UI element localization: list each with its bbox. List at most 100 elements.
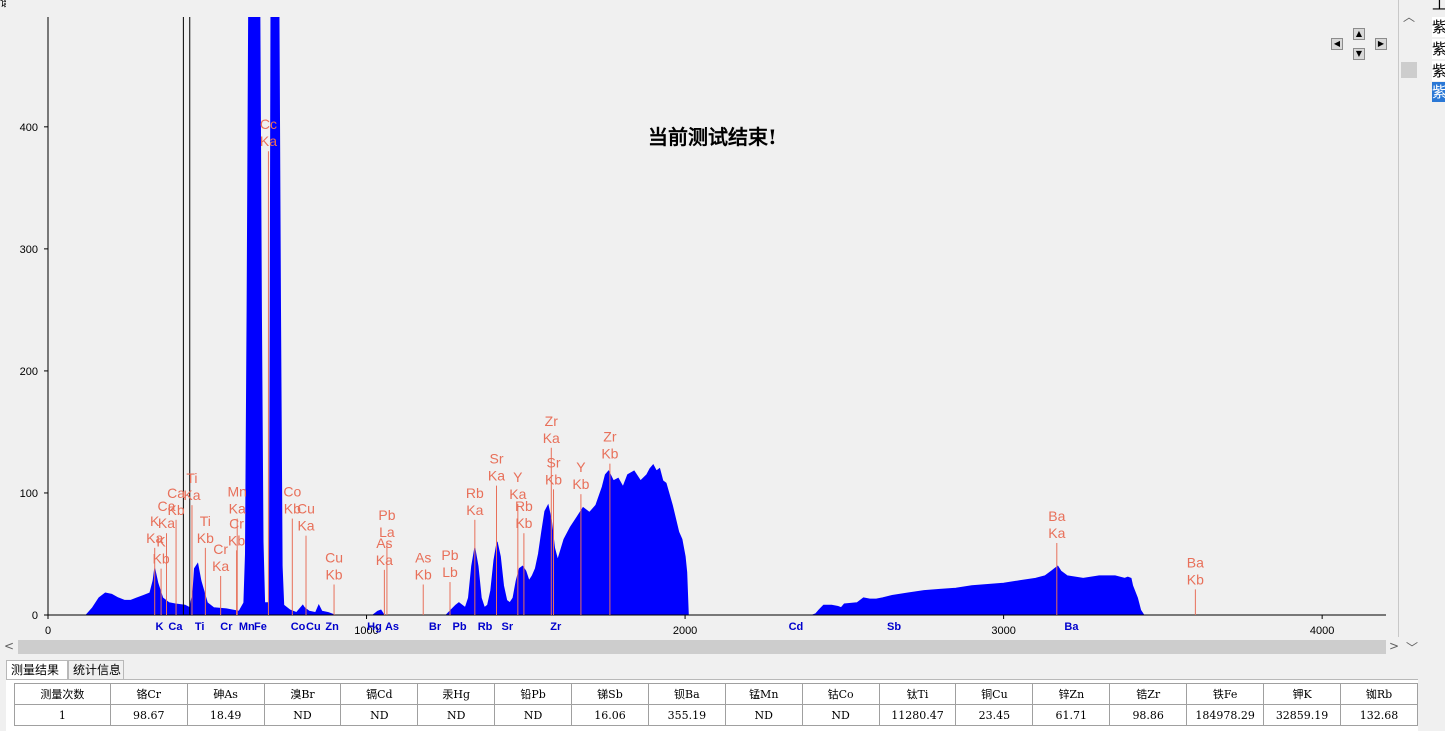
element-tick-label: Rb: [478, 621, 493, 633]
column-header[interactable]: 锑Sb: [571, 683, 649, 705]
column-header[interactable]: 铷Rb: [1340, 683, 1418, 705]
status-message: 当前测试结束!: [648, 125, 777, 149]
peak-label: Lb: [442, 564, 458, 580]
peak-label: K: [156, 534, 166, 550]
peak-label: Ti: [200, 513, 211, 529]
table-cell: 355.19: [647, 704, 726, 726]
table-cell: 32859.19: [1263, 704, 1342, 726]
peak-label: Co: [283, 484, 301, 500]
pan-right-button[interactable]: ▶: [1375, 38, 1387, 50]
peak-label: Kb: [1187, 571, 1204, 587]
element-tick-label: Hg: [367, 621, 382, 633]
element-tick-label: Cr: [220, 621, 233, 633]
element-tick-label: Zr: [550, 621, 562, 633]
column-header[interactable]: 锆Zr: [1109, 683, 1188, 705]
peak-label: Rb: [466, 485, 484, 501]
column-header[interactable]: 测量次数: [14, 683, 111, 705]
scroll-up-icon[interactable]: ︿: [1403, 10, 1416, 24]
element-tick-label: Ca: [168, 621, 183, 633]
column-header[interactable]: 铬Cr: [109, 683, 188, 705]
column-header[interactable]: 砷As: [186, 683, 265, 705]
peak-label: Kb: [284, 501, 301, 517]
tab-statistics[interactable]: 统计信息: [68, 660, 124, 679]
column-header[interactable]: 汞Hg: [417, 683, 496, 705]
table-cell: ND: [801, 704, 880, 726]
horizontal-scroll-thumb[interactable]: [18, 640, 1386, 654]
peak-label: Kb: [325, 566, 342, 582]
element-tick-label: Mn: [239, 621, 255, 633]
scroll-left-icon[interactable]: <: [4, 639, 15, 653]
peak-label: Ka: [466, 502, 483, 518]
table-cell: ND: [340, 704, 419, 726]
table-cell: 98.67: [109, 704, 188, 726]
column-header[interactable]: 钡Ba: [647, 683, 726, 705]
column-header[interactable]: 铁Fe: [1186, 683, 1265, 705]
vertical-scrollbar[interactable]: ︿: [1399, 0, 1419, 637]
right-panel-item-selected[interactable]: 紫: [1432, 82, 1445, 102]
column-header[interactable]: 锰Mn: [724, 683, 803, 705]
column-header[interactable]: 锌Zn: [1032, 683, 1111, 705]
column-header[interactable]: 溴Br: [263, 683, 342, 705]
x-tick-label: 0: [45, 625, 51, 637]
table-cell: 11280.47: [878, 704, 957, 726]
y-tick-label: 200: [20, 366, 38, 378]
element-tick-label: Cd: [789, 621, 804, 633]
element-tick-label: Pb: [453, 621, 467, 633]
peak-label: K: [150, 513, 160, 529]
peak-label: Kb: [153, 551, 170, 567]
table-cell: 23.45: [955, 704, 1034, 726]
table-cell: 61.71: [1032, 704, 1111, 726]
pan-left-button[interactable]: ◀: [1331, 38, 1343, 50]
peak-label: Ba: [1048, 508, 1065, 524]
table-row[interactable]: 1 98.67 18.49 ND ND ND ND 16.06 355.19 ND ND 11280.…: [14, 704, 1418, 726]
column-header[interactable]: 镉Cd: [340, 683, 419, 705]
peak-label: Ka: [488, 468, 505, 484]
peak-label: Ka: [146, 530, 163, 546]
chart-navigation-pad: ▲ ▼ ◀ ▶: [1330, 28, 1390, 64]
results-table: 测量次数 铬Cr 砷As 溴Br 镉Cd 汞Hg 铅Pb 锑Sb 钡Ba 锰Mn 钴Co 钛Ti 铜Cu…: [14, 683, 1418, 726]
table-cell: 184978.29: [1186, 704, 1265, 726]
peak-label: Rb: [515, 498, 533, 514]
column-header[interactable]: 钾K: [1263, 683, 1342, 705]
pan-up-button[interactable]: ▲: [1353, 28, 1365, 40]
column-header[interactable]: 铜Cu: [955, 683, 1034, 705]
element-tick-label: As: [385, 621, 399, 633]
table-cell: ND: [417, 704, 496, 726]
spectrum-area: [48, 17, 1354, 615]
peak-label: Ka: [260, 133, 277, 149]
table-cell: 18.49: [186, 704, 265, 726]
peak-label: Cr: [213, 541, 228, 557]
y-tick-label: 400: [20, 122, 38, 134]
right-panel-item[interactable]: 紫: [1432, 39, 1445, 59]
element-tick-label: Co: [291, 621, 306, 633]
pan-down-button[interactable]: ▼: [1353, 48, 1365, 60]
peak-label: Cc: [260, 116, 277, 132]
scroll-right-icon[interactable]: >: [1389, 639, 1400, 653]
column-header[interactable]: 钛Ti: [878, 683, 957, 705]
peak-label: Mn: [227, 484, 246, 500]
peak-label: Ka: [183, 487, 200, 503]
column-header[interactable]: 铅Pb: [494, 683, 573, 705]
column-header[interactable]: 钴Co: [801, 683, 880, 705]
scroll-down-icon[interactable]: ﹀: [1406, 641, 1419, 655]
peak-label: La: [379, 524, 395, 540]
horizontal-scrollbar[interactable]: < > ﹀: [0, 638, 1419, 656]
vertical-scroll-thumb[interactable]: [1401, 62, 1417, 78]
spectrum-plot-area[interactable]: 0 100 200 300 400 0 1000 2000 3000 4000 K Ka K Kb Ca Ka…: [6, 0, 1399, 637]
peak-label: Ba: [1187, 554, 1204, 570]
x-tick-label: 3000: [991, 625, 1015, 637]
right-side-panel: 工 紫 紫 紫 紫: [1422, 0, 1445, 730]
peak-label: Ka: [509, 486, 526, 502]
element-tick-label: Ba: [1064, 621, 1079, 633]
right-panel-item[interactable]: 紫: [1432, 61, 1445, 81]
x-tick-label: 2000: [673, 625, 697, 637]
tab-measurement-results[interactable]: 测量结果: [6, 660, 68, 679]
peak-label: Ka: [297, 518, 314, 534]
peak-label: As: [415, 549, 431, 565]
right-panel-item[interactable]: 紫: [1432, 17, 1445, 37]
peak-label: Zr: [603, 429, 617, 445]
y-tick-label: 100: [20, 488, 38, 500]
peak-label: Kb: [197, 530, 214, 546]
x-tick-label: 1000: [354, 625, 378, 637]
